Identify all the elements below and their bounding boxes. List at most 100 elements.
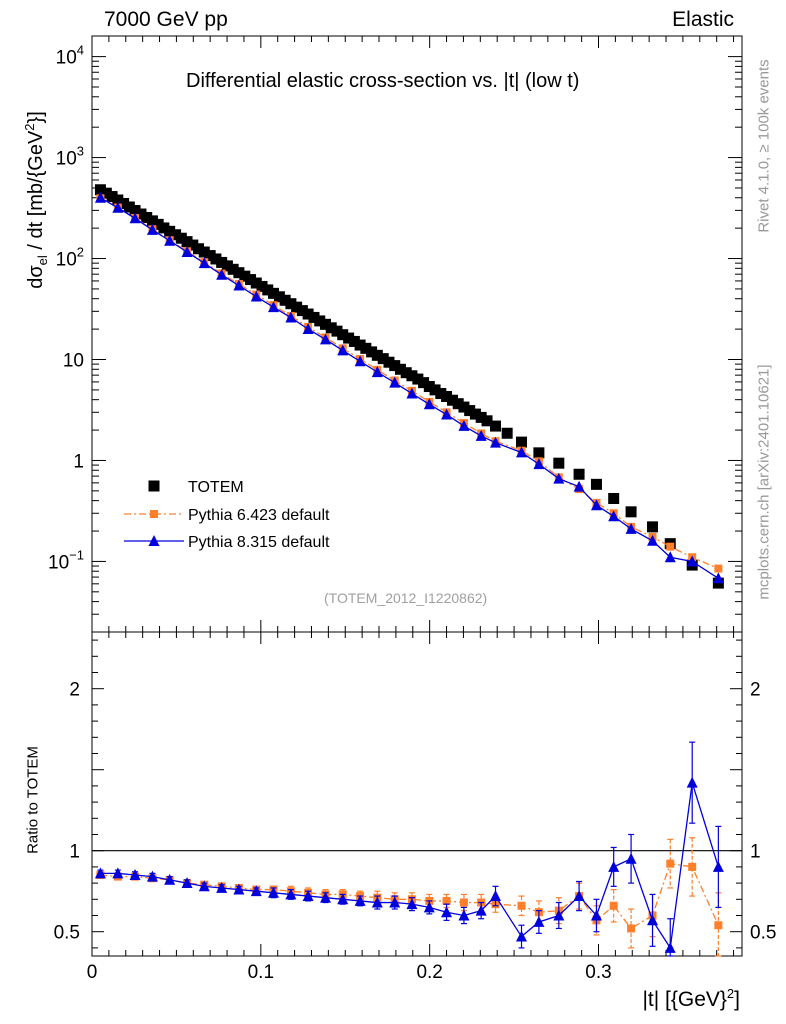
- legend-label: Pythia 6.423 default: [188, 507, 330, 524]
- data-point-0: [441, 391, 453, 403]
- ratio-point-1: [371, 896, 383, 908]
- data-point-0: [412, 373, 424, 385]
- data-point-2: [458, 419, 470, 431]
- data-point-2: [198, 257, 210, 269]
- legend-label: Pythia 8.315 default: [188, 534, 330, 551]
- data-point-0: [291, 301, 303, 313]
- y-tick-label: 103: [56, 144, 84, 170]
- ratio-point-1: [625, 852, 637, 864]
- data-point-0: [296, 305, 308, 317]
- legend-marker: [148, 535, 160, 546]
- data-point-0: [152, 218, 164, 230]
- ratio-point-1: [590, 909, 602, 921]
- legend-marker-totem: [148, 480, 160, 492]
- data-point-0: [464, 405, 476, 417]
- data-point-2: [625, 522, 637, 534]
- data-point-0: [308, 311, 320, 323]
- x-axis-label: |t| [{GeV}2]: [642, 986, 740, 1011]
- header-category-label: Elastic: [672, 8, 734, 31]
- legend-marker: [150, 510, 158, 518]
- ratio-point-0: [517, 901, 526, 910]
- data-point-1: [666, 542, 675, 551]
- data-point-0: [227, 263, 239, 275]
- data-point-2: [319, 333, 331, 345]
- data-point-0: [175, 232, 187, 244]
- ratio-point-1: [216, 882, 228, 893]
- data-point-0: [429, 384, 441, 396]
- ratio-y-tick-label-left: 1: [69, 842, 80, 863]
- ratio-point-1: [164, 873, 176, 885]
- y-tick-label: 10−1: [48, 547, 84, 573]
- data-point-0: [193, 243, 205, 255]
- ratio-point-1: [664, 941, 676, 953]
- ratio-point-1: [712, 860, 724, 872]
- ratio-point-1: [647, 914, 659, 926]
- data-point-1: [714, 564, 723, 573]
- data-point-2: [267, 301, 279, 313]
- ratio-point-1: [129, 869, 141, 880]
- data-point-0: [106, 191, 118, 203]
- data-point-0: [123, 201, 135, 213]
- ratio-point-1: [458, 909, 470, 921]
- ratio-point-1: [686, 776, 698, 788]
- data-point-0: [204, 250, 216, 262]
- data-point-2: [553, 472, 565, 484]
- data-point-2: [475, 429, 487, 441]
- data-point-0: [239, 270, 251, 282]
- y-tick-label: 102: [56, 245, 84, 271]
- data-point-0: [377, 353, 389, 365]
- data-point-2: [590, 499, 602, 511]
- ratio-point-0: [688, 862, 697, 871]
- data-point-0: [262, 284, 274, 296]
- data-point-2: [285, 311, 297, 323]
- data-point-2: [406, 387, 418, 399]
- data-point-0: [267, 287, 279, 299]
- ratio-point-1: [441, 906, 453, 918]
- data-point-0: [141, 211, 153, 223]
- data-point-0: [164, 225, 176, 237]
- ratio-point-1: [198, 880, 210, 892]
- data-point-0: [112, 194, 124, 206]
- ratio-point-1: [285, 888, 297, 900]
- data-point-0: [279, 294, 291, 306]
- ratio-point-1: [490, 890, 502, 902]
- data-point-0: [647, 521, 659, 533]
- data-point-2: [371, 366, 383, 378]
- data-point-2: [337, 344, 349, 356]
- ratio-y-tick-label-right: 2: [750, 680, 761, 701]
- ratio-y-tick-label-left: 0.5: [54, 923, 80, 944]
- data-point-2: [354, 355, 366, 367]
- ratio-point-0: [666, 859, 675, 868]
- ratio-point-1: [423, 901, 435, 913]
- ratio-point-1: [146, 870, 158, 882]
- ratio-point-1: [181, 877, 193, 889]
- ratio-point-0: [459, 898, 468, 907]
- data-point-0: [406, 370, 418, 382]
- y-tick-label: 10: [63, 351, 84, 372]
- ratio-point-1: [406, 898, 418, 910]
- data-point-0: [158, 222, 170, 234]
- data-point-0: [354, 339, 366, 351]
- ratio-point-1: [112, 867, 124, 879]
- data-point-2: [94, 191, 106, 203]
- data-point-0: [146, 215, 158, 227]
- ratio-point-0: [609, 901, 618, 910]
- data-point-0: [314, 315, 326, 327]
- data-point-0: [233, 267, 245, 279]
- data-point-0: [389, 360, 401, 372]
- data-point-0: [319, 318, 331, 330]
- data-point-0: [343, 332, 355, 344]
- data-point-0: [198, 246, 210, 258]
- data-point-0: [273, 291, 285, 303]
- data-point-2: [250, 290, 262, 302]
- data-point-2: [573, 480, 585, 492]
- data-point-0: [435, 388, 447, 400]
- data-point-2: [647, 534, 659, 546]
- data-point-0: [221, 260, 233, 272]
- ratio-point-1: [337, 893, 349, 905]
- data-point-0: [210, 253, 222, 265]
- data-point-0: [458, 401, 470, 413]
- ratio-y-tick-label-right: 1: [750, 842, 761, 863]
- data-point-2: [490, 436, 502, 448]
- data-point-2: [164, 234, 176, 246]
